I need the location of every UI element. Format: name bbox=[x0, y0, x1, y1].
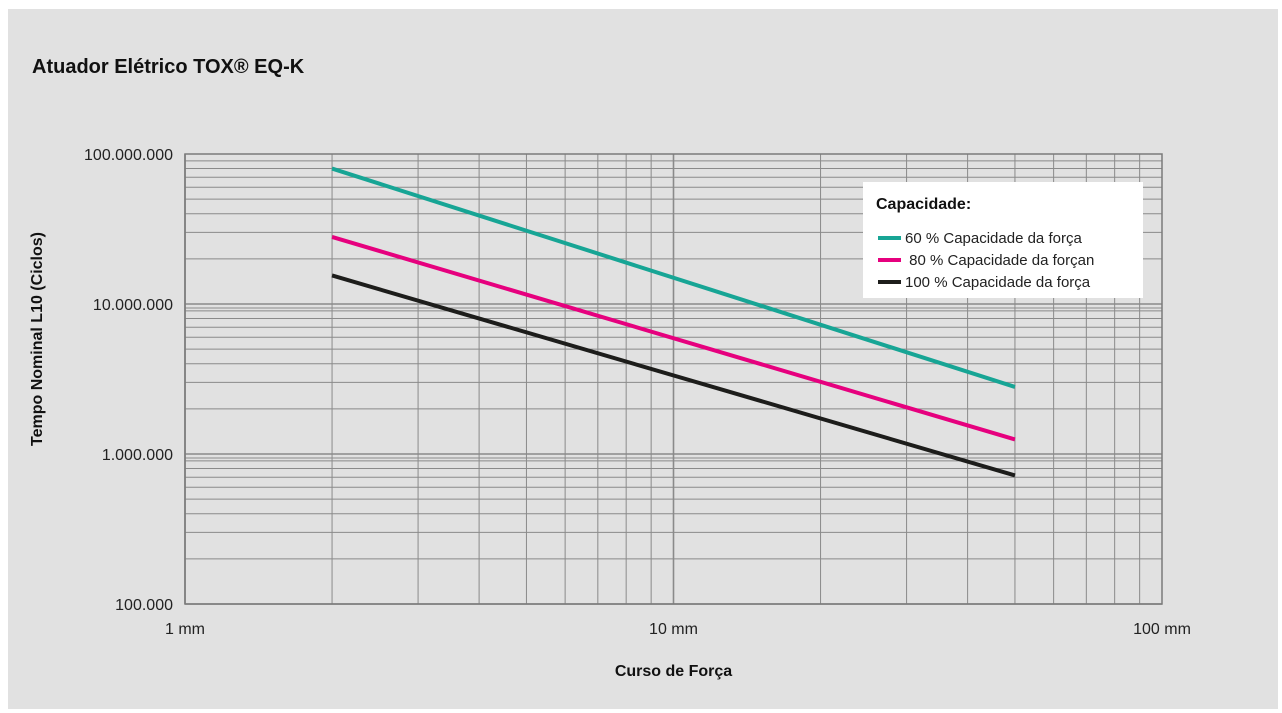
legend-item-label: 80 % Capacidade da forçan bbox=[905, 252, 1094, 269]
y-tick-label: 1.000.000 bbox=[102, 447, 173, 464]
legend-box bbox=[863, 182, 1143, 298]
x-tick-label: 1 mm bbox=[165, 621, 205, 638]
x-axis-ticks: 1 mm 10 mm 100 mm bbox=[165, 621, 1191, 638]
y-tick-label: 100.000.000 bbox=[84, 147, 173, 164]
x-tick-label: 100 mm bbox=[1133, 621, 1191, 638]
legend: Capacidade: 60 % Capacidade da força 80 … bbox=[863, 182, 1143, 298]
plot-frame bbox=[184, 153, 1163, 605]
legend-item-label: 60 % Capacidade da força bbox=[905, 230, 1082, 247]
y-tick-label: 10.000.000 bbox=[93, 297, 173, 314]
legend-title: Capacidade: bbox=[876, 196, 971, 213]
series-lines bbox=[331, 166, 1016, 478]
y-tick-label: 100.000 bbox=[115, 597, 173, 614]
x-tick-label: 10 mm bbox=[649, 621, 698, 638]
x-axis-label: Curso de Força bbox=[615, 663, 732, 680]
legend-item-label: 100 % Capacidade da força bbox=[905, 274, 1091, 291]
series-line bbox=[331, 166, 1016, 389]
chart-title: Atuador Elétrico TOX® EQ-K bbox=[32, 56, 305, 78]
series-line bbox=[331, 273, 1016, 478]
y-axis-ticks: 100.000 1.000.000 10.000.000 100.000.000 bbox=[84, 147, 173, 614]
series-line bbox=[331, 235, 1016, 442]
y-axis-label: Tempo Nominal L10 (Ciclos) bbox=[29, 232, 46, 446]
chart-panel bbox=[8, 9, 1278, 709]
